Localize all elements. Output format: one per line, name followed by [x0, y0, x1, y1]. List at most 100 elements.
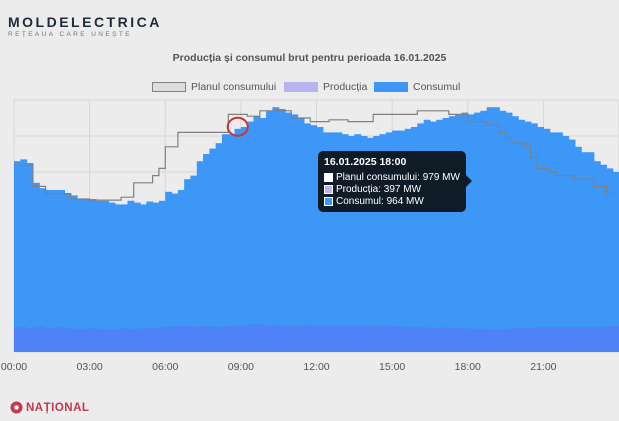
productie-bar: [537, 327, 544, 352]
consum-bar: [89, 199, 97, 352]
productie-bar: [266, 325, 273, 352]
productie-bar: [316, 325, 324, 352]
consum-bar: [600, 164, 607, 352]
legend-swatch-productie: [284, 82, 318, 92]
consum-bar: [253, 116, 261, 352]
productie-bar: [14, 327, 21, 352]
productie-bar: [322, 325, 330, 352]
legend-label-consum: Consumul: [413, 81, 461, 93]
productie-bar: [102, 329, 110, 352]
tooltip-swatch-plan: [324, 172, 333, 182]
consum-bar: [574, 146, 582, 352]
productie-bar: [398, 326, 406, 352]
productie-bar: [184, 326, 192, 352]
productie-bar: [108, 329, 116, 352]
consum-bar: [133, 202, 141, 352]
consum-bar: [373, 136, 381, 352]
productie-bar: [360, 325, 368, 352]
consum-bar: [429, 121, 437, 352]
productie-bar: [234, 325, 242, 352]
productie-bar: [530, 327, 538, 352]
consum-bar: [278, 109, 286, 352]
consum-bar: [221, 134, 229, 352]
productie-bar: [612, 326, 619, 352]
legend-item-productie[interactable]: Producția: [284, 80, 367, 94]
consum-bar: [39, 188, 47, 352]
consum-bar: [505, 112, 513, 352]
consum-bar: [228, 134, 236, 352]
productie-bar: [574, 326, 582, 352]
consum-bar: [524, 121, 532, 352]
productie-bar: [190, 326, 198, 352]
consum-bar: [499, 110, 507, 352]
consum-bar: [555, 132, 563, 352]
productie-bar: [203, 326, 210, 352]
productie-bar: [310, 325, 318, 352]
tooltip-row-productie: Producția: 397 MW: [324, 183, 460, 195]
consum-bar: [348, 136, 355, 352]
productie-bar: [45, 328, 53, 352]
x-tick-label: 18:00: [455, 361, 481, 373]
consum-bar: [549, 132, 557, 352]
consum-bar: [266, 110, 273, 352]
productie-bar: [83, 328, 91, 352]
productie-bar: [133, 328, 141, 352]
productie-bar: [297, 325, 305, 352]
consum-bar: [530, 123, 538, 353]
legend-swatch-plan: [152, 82, 186, 92]
productie-bar: [341, 325, 349, 352]
productie-bar: [581, 327, 589, 352]
productie-bar: [165, 326, 173, 352]
logo-main-text: MOLDELECTRICA: [8, 14, 162, 30]
consum-bar: [310, 125, 318, 352]
consum-bar: [612, 172, 619, 352]
productie-bar: [587, 327, 595, 352]
tooltip-text-plan: Planul consumului: 979 MW: [336, 171, 460, 183]
productie-bar: [127, 328, 135, 352]
productie-bar: [303, 324, 311, 352]
productie-bar: [89, 328, 97, 352]
productie-bar: [417, 327, 425, 352]
consum-bar: [329, 132, 337, 352]
productie-bar: [171, 326, 179, 352]
productie-bar: [562, 327, 570, 352]
consum-bar: [537, 127, 544, 352]
consum-bar: [411, 127, 418, 352]
productie-bar: [278, 325, 286, 352]
series-layer: [14, 107, 619, 353]
productie-bar: [291, 325, 299, 352]
axis-layer: 00:00 03:00 06:00 09:00 12:00 15:00 18:00 21:00: [1, 361, 557, 373]
productie-bar: [524, 327, 532, 352]
consum-bar: [184, 179, 192, 352]
tooltip-swatch-consum: [324, 196, 333, 206]
consum-bar: [379, 134, 387, 352]
productie-bar: [593, 327, 601, 352]
legend-item-plan[interactable]: Planul consumului: [152, 80, 276, 94]
consum-bar: [354, 134, 362, 352]
productie-bar: [461, 328, 469, 352]
productie-bar: [215, 327, 223, 352]
legend-swatch-consum: [374, 82, 408, 92]
productie-bar: [423, 327, 431, 352]
productie-bar: [555, 327, 563, 352]
consum-bar: [486, 107, 494, 352]
productie-bar: [284, 325, 292, 352]
productie-bar: [77, 328, 84, 352]
consum-bar: [152, 202, 160, 352]
consum-bar: [404, 128, 412, 352]
consum-bar: [436, 119, 444, 352]
legend-item-consum[interactable]: Consumul: [374, 80, 460, 94]
productie-bar: [140, 328, 147, 352]
tooltip-arrow: [466, 175, 472, 187]
consum-bar: [335, 132, 343, 352]
plan-step-line: [14, 110, 613, 201]
national-logo-icon: [10, 401, 23, 414]
consum-bar: [58, 190, 66, 352]
consum-bar: [455, 114, 463, 353]
productie-bar: [518, 327, 526, 352]
consum-bar: [316, 127, 324, 352]
productie-bar: [411, 327, 418, 352]
consum-bar: [83, 199, 91, 352]
legend-label-productie: Producția: [323, 81, 368, 93]
consum-bar: [606, 168, 614, 352]
